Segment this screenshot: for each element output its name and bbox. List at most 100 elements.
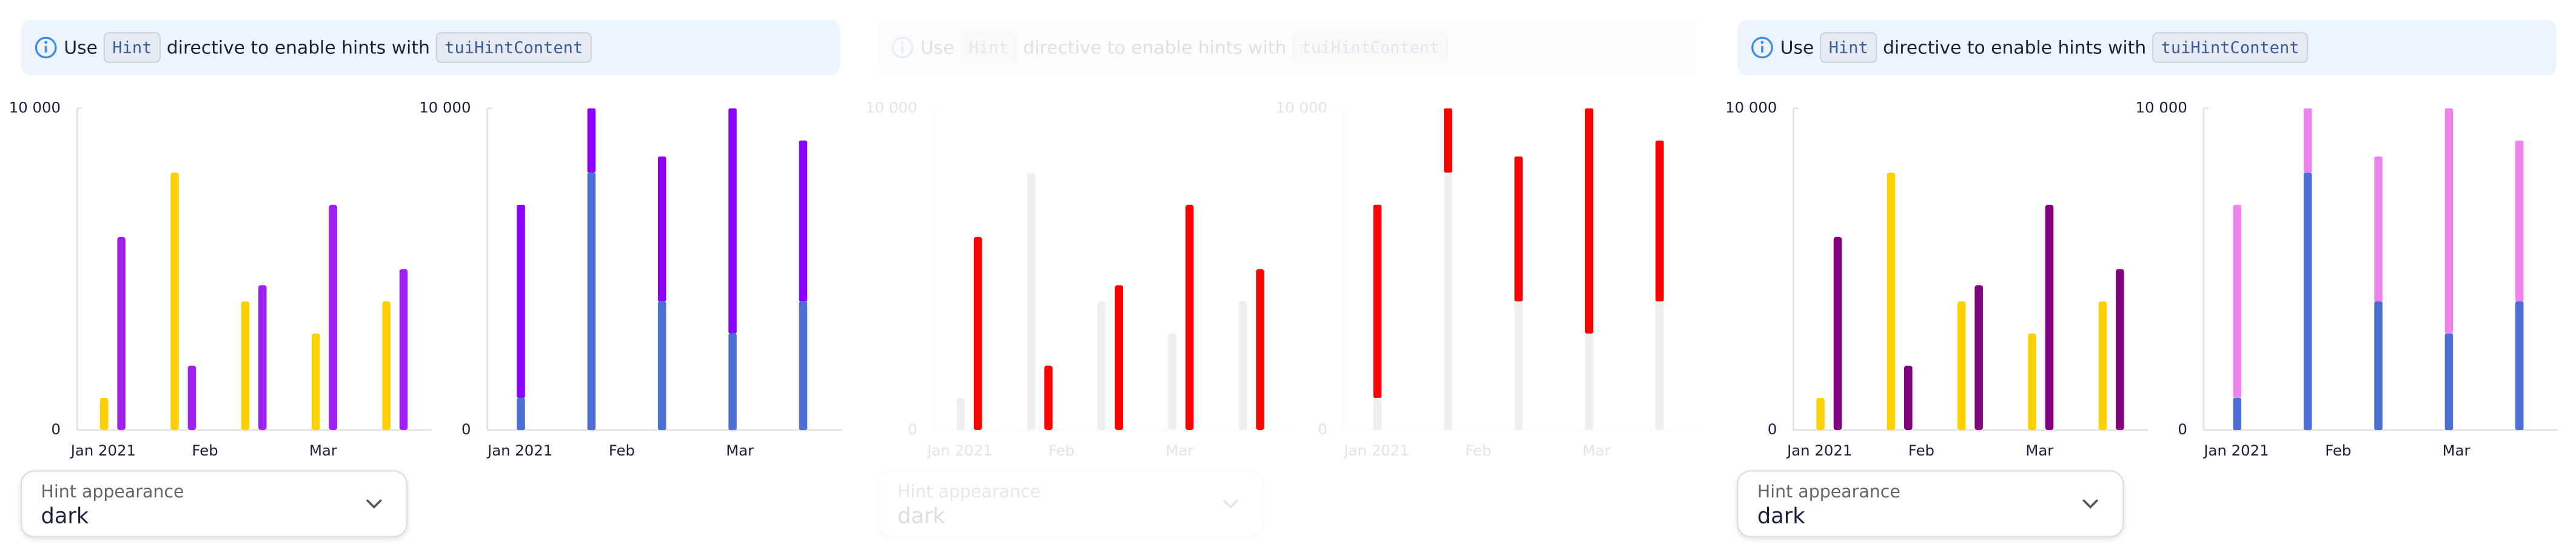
panel: Use Hint directive to enable hints with tui… (9, 19, 842, 537)
bar-segment (2515, 301, 2524, 430)
select-label: Hint appearance (897, 482, 1041, 502)
chart: 0 10 000 Jan 2021 Feb Mar (2136, 99, 2558, 459)
x-tick-label: Mar (2443, 442, 2471, 459)
code-text: Hint (1829, 38, 1868, 57)
info-icon-dot (1760, 41, 1764, 44)
y-tick-label: 0 (1768, 420, 1777, 438)
chevron-icon (1223, 499, 1238, 509)
select-box (1737, 470, 2124, 537)
code-chip (1820, 32, 1877, 63)
notice-content: Use Hint directive to enable hints with tui… (1751, 32, 2309, 63)
code-text: tuiHintContent (2161, 38, 2299, 57)
select-value: dark (897, 503, 945, 528)
bar (2098, 301, 2107, 430)
code-chip (103, 32, 161, 63)
bar-segment (728, 333, 737, 430)
select-label: Hint appearance (1757, 482, 1900, 502)
y-tick-label: 10 000 (9, 99, 61, 116)
bar-segment (2233, 397, 2242, 430)
notice (21, 19, 840, 76)
notice-content: Use Hint directive to enable hints with tui… (35, 32, 592, 63)
y-tick-label: 10 000 (2136, 99, 2187, 116)
bar (973, 237, 982, 430)
chart: 0 10 000 Jan 2021 Feb Mar (1276, 99, 1699, 459)
bar (117, 237, 126, 430)
code-text: tuiHintContent (1301, 38, 1440, 57)
axes: 0 10 000 Jan 2021 Feb Mar (1276, 99, 1699, 459)
bar-segment (657, 301, 666, 430)
axes: 0 10 000 Jan 2021 Feb Mar (9, 99, 432, 459)
bar (2116, 269, 2124, 430)
bar-segment (517, 204, 525, 398)
bar-segment (1514, 301, 1523, 430)
bar-segment (1585, 333, 1594, 430)
code-chip (960, 32, 1018, 63)
code-chip (2152, 32, 2309, 63)
bar-segment (2444, 108, 2454, 334)
bar-segment (587, 172, 596, 430)
axes: 0 10 000 Jan 2021 Feb Mar (1725, 99, 2148, 459)
bar-segment (1655, 140, 1664, 301)
y-tick-label: 10 000 (419, 99, 471, 116)
bar-segment (2374, 301, 2383, 430)
axes: 0 10 000 Jan 2021 Feb Mar (2136, 99, 2558, 459)
y-tick-label: 0 (1318, 420, 1327, 438)
x-tick-label: Feb (192, 442, 218, 459)
bar (2028, 333, 2036, 430)
chevron-icon (366, 499, 382, 509)
bar-segment (2374, 156, 2383, 301)
bar (258, 285, 267, 430)
bar (170, 172, 179, 430)
notice-text: directive to enable hints with (1883, 37, 2146, 58)
code-chip (435, 32, 592, 63)
x-tick-label: Jan 2021 (486, 442, 552, 459)
x-tick-label: Feb (1048, 442, 1075, 459)
bar-segment (657, 156, 666, 301)
y-tick-label: 0 (52, 420, 61, 438)
bar (241, 301, 250, 430)
x-tick-label: Mar (309, 442, 338, 459)
bar-segment (517, 397, 525, 430)
select-label: Hint appearance (41, 482, 184, 502)
notice-box (1737, 19, 2557, 76)
bar-segment (799, 140, 808, 301)
x-tick-label: Jan 2021 (2202, 442, 2269, 459)
notice-text: Use (1780, 37, 1814, 58)
notice (877, 19, 1697, 76)
bar-segment (1585, 108, 1594, 334)
bar (1027, 172, 1036, 430)
code-text: tuiHintContent (444, 38, 583, 57)
bar-segment (799, 301, 808, 430)
bar (2045, 204, 2054, 430)
notice (1737, 19, 2557, 76)
x-tick-label: Feb (609, 442, 635, 459)
chart: 0 10 000 Jan 2021 Feb Mar (9, 99, 432, 459)
bar-segment (587, 108, 596, 173)
bar-segment (2233, 204, 2242, 398)
panel: Use Hint directive to enable hints with tui… (1725, 19, 2558, 537)
bar (1115, 285, 1124, 430)
notice-text: Use (921, 37, 954, 58)
bar-segment (1444, 108, 1452, 173)
bar (1816, 397, 1825, 430)
y-tick-label: 10 000 (865, 99, 917, 116)
y-tick-label: 0 (2178, 420, 2187, 438)
x-tick-label: Jan 2021 (926, 442, 992, 459)
select-box (20, 470, 408, 537)
code-chip (1292, 32, 1449, 63)
bar (399, 269, 408, 430)
notice-text: directive to enable hints with (1023, 37, 1286, 58)
chart: 0 10 000 Jan 2021 Feb Mar (1725, 99, 2148, 459)
info-icon-dot (901, 41, 904, 44)
code-text: Hint (112, 38, 152, 57)
bar (1833, 237, 1842, 430)
bar (329, 204, 337, 430)
notice-box (21, 19, 840, 76)
info-icon (35, 36, 57, 59)
info-icon (891, 36, 913, 59)
bar (187, 365, 196, 430)
bar-segment (728, 108, 737, 334)
